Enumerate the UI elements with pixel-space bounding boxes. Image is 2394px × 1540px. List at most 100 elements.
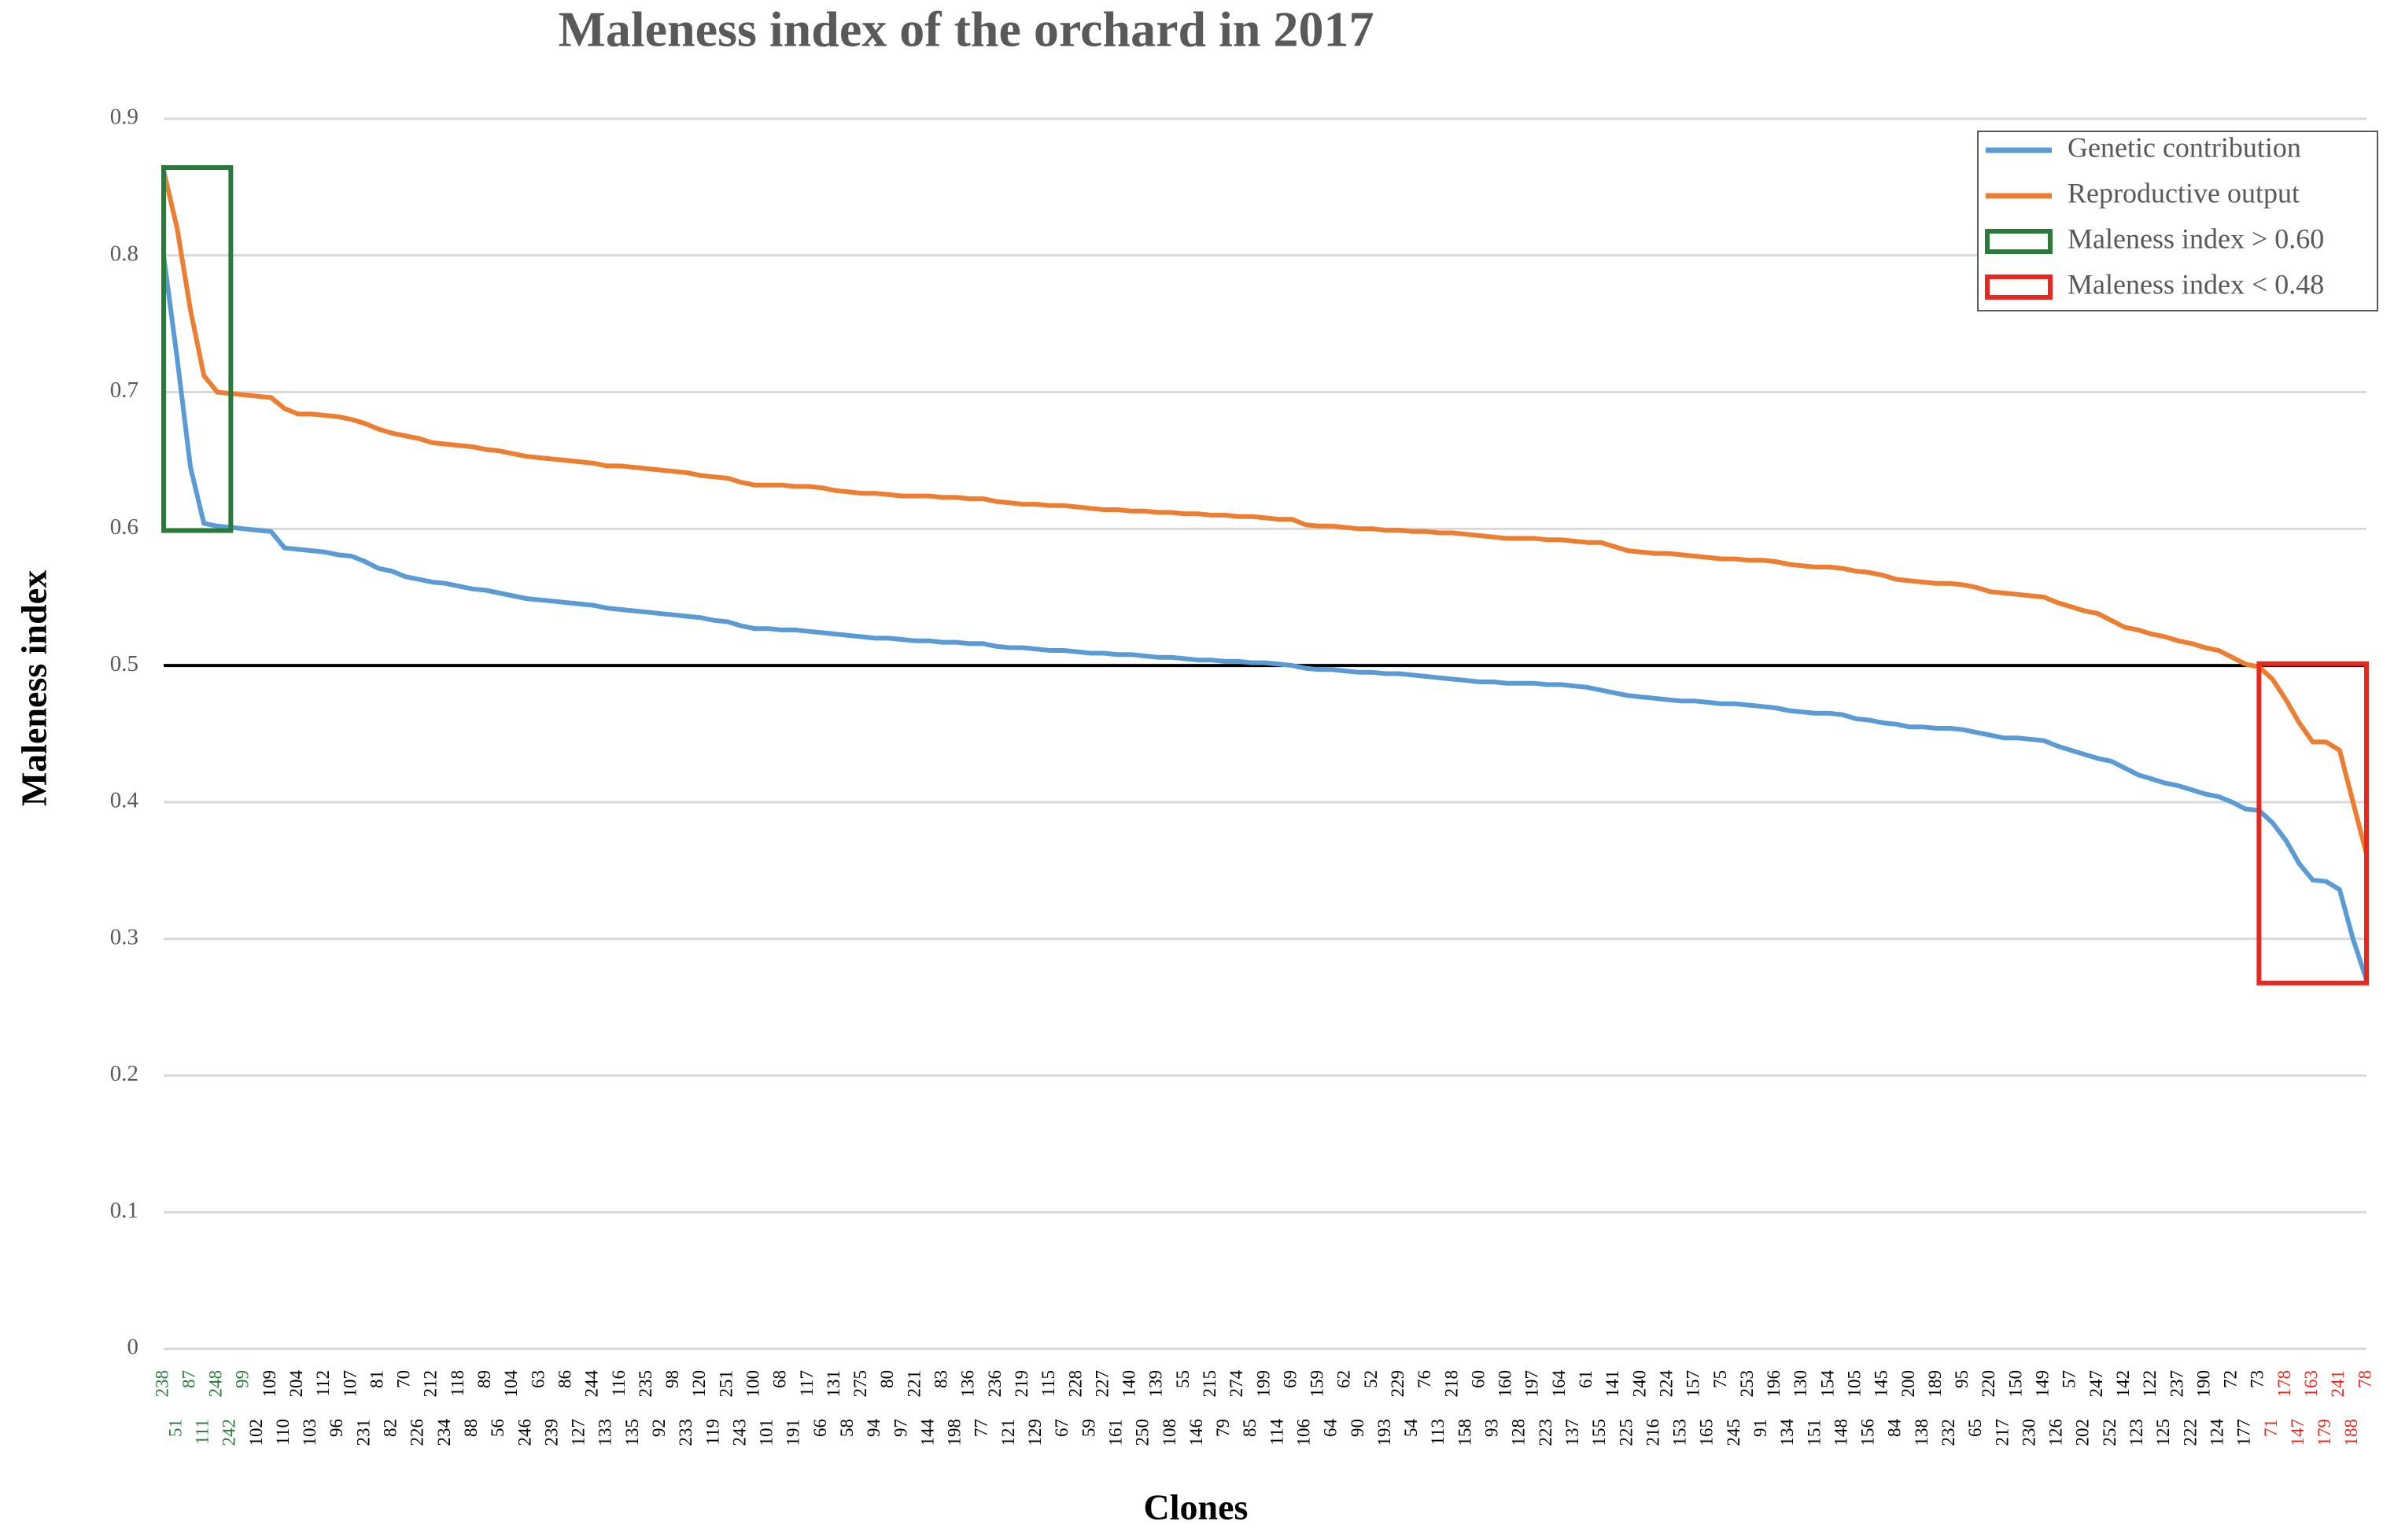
data-line: [161, 170, 2369, 855]
x-tick-label: 92: [649, 1419, 669, 1437]
x-tick-label: 224: [1656, 1370, 1676, 1398]
x-tick-label: 96: [326, 1419, 346, 1437]
x-tick-label: 131: [824, 1370, 843, 1398]
y-tick-label: 0.2: [110, 1061, 138, 1086]
y-tick-label: 0.6: [110, 514, 138, 540]
x-tick-label: 215: [1200, 1370, 1219, 1398]
x-tick-label: 225: [1616, 1419, 1636, 1446]
x-tick-label: 73: [2248, 1370, 2267, 1388]
x-tick-label: 218: [1441, 1370, 1461, 1398]
legend-label: Maleness index < 0.48: [2068, 268, 2324, 300]
x-tick-label: 164: [1549, 1370, 1569, 1398]
x-tick-label: 125: [2153, 1419, 2173, 1446]
y-tick-label: 0.7: [110, 378, 138, 403]
x-tick-label: 60: [1468, 1370, 1488, 1388]
y-tick-label: 0: [127, 1335, 139, 1360]
x-tick-label: 115: [1038, 1370, 1058, 1397]
x-tick-label: 65: [1965, 1419, 1985, 1437]
x-tick-label: 236: [985, 1370, 1005, 1398]
x-tick-label: 100: [743, 1370, 763, 1398]
x-tick-label: 199: [1253, 1370, 1273, 1398]
x-tick-label: 140: [1120, 1370, 1139, 1398]
x-tick-label: 130: [1791, 1370, 1810, 1398]
x-tick-label: 139: [1146, 1370, 1166, 1398]
y-tick-label: 0.8: [110, 241, 138, 266]
x-tick-label: 133: [596, 1419, 615, 1446]
x-tick-label: 226: [408, 1419, 427, 1446]
x-tick-label: 59: [1079, 1419, 1098, 1437]
x-tick-label: 138: [1912, 1419, 1931, 1446]
x-tick-label: 76: [1415, 1370, 1434, 1388]
x-tick-label: 64: [1321, 1419, 1341, 1438]
x-tick-label: 69: [1280, 1370, 1300, 1388]
x-tick-label: 111: [193, 1419, 212, 1445]
x-tick-label: 141: [1603, 1370, 1622, 1398]
x-tick-label: 127: [569, 1419, 588, 1446]
x-tick-label: 142: [2113, 1370, 2133, 1398]
x-tick-label: 81: [367, 1370, 386, 1388]
x-tick-label: 220: [1979, 1370, 1998, 1398]
x-tick-label: 97: [891, 1419, 910, 1437]
x-tick-label: 79: [1213, 1419, 1233, 1437]
x-tick-label: 178: [2274, 1370, 2294, 1398]
x-tick-label: 126: [2046, 1419, 2066, 1446]
x-tick-label: 193: [1374, 1419, 1394, 1446]
x-tick-label: 56: [488, 1419, 507, 1437]
x-tick-label: 128: [1509, 1419, 1529, 1446]
x-tick-label: 103: [300, 1419, 319, 1446]
x-tick-label: 93: [1482, 1419, 1502, 1437]
x-tick-label: 120: [689, 1370, 709, 1398]
x-tick-label: 191: [784, 1419, 803, 1446]
x-tick-label: 137: [1562, 1419, 1582, 1446]
x-tick-label: 105: [1845, 1370, 1865, 1398]
x-tick-label: 177: [2234, 1419, 2254, 1446]
x-tick-label: 88: [461, 1419, 481, 1437]
x-tick-label: 124: [2207, 1419, 2226, 1446]
x-tick-label: 233: [676, 1419, 695, 1446]
x-tick-label: 90: [1348, 1419, 1367, 1437]
x-tick-label: 222: [2180, 1419, 2200, 1446]
legend-swatch: [1985, 229, 2053, 254]
x-tick-label: 80: [877, 1370, 897, 1388]
x-tick-label: 71: [2261, 1419, 2281, 1437]
x-tick-label: 250: [1133, 1419, 1153, 1446]
x-tick-label: 204: [286, 1370, 306, 1398]
x-tick-label: 197: [1522, 1370, 1542, 1398]
x-tick-label: 189: [1925, 1370, 1945, 1398]
x-tick-label: 190: [2193, 1370, 2213, 1398]
x-tick-label: 110: [273, 1419, 293, 1446]
x-tick-label: 62: [1334, 1370, 1354, 1388]
legend-frame: [1977, 131, 2378, 311]
x-tick-label: 129: [1025, 1419, 1045, 1446]
x-tick-label: 61: [1576, 1370, 1595, 1388]
x-tick-label: 77: [972, 1419, 991, 1437]
x-tick-label: 241: [2328, 1370, 2348, 1398]
x-tick-label: 248: [206, 1370, 226, 1398]
x-tick-label: 109: [260, 1370, 279, 1398]
x-tick-label: 242: [219, 1419, 239, 1446]
x-tick-label: 154: [1817, 1370, 1837, 1398]
x-tick-label: 113: [1428, 1419, 1448, 1446]
x-tick-label: 165: [1697, 1419, 1717, 1446]
x-tick-label: 118: [448, 1370, 467, 1397]
x-tick-label: 94: [864, 1419, 883, 1438]
x-tick-label: 114: [1267, 1419, 1286, 1446]
x-tick-label: 239: [541, 1419, 561, 1446]
x-tick-label: 219: [1012, 1370, 1031, 1398]
x-tick-label: 58: [837, 1419, 857, 1437]
x-tick-label: 135: [622, 1419, 642, 1446]
x-tick-label: 252: [2100, 1419, 2119, 1446]
x-tick-label: 136: [958, 1370, 978, 1398]
x-tick-label: 247: [2086, 1370, 2106, 1398]
x-tick-label: 275: [850, 1370, 870, 1398]
x-tick-label: 151: [1804, 1419, 1824, 1446]
x-tick-label: 153: [1670, 1419, 1690, 1446]
x-tick-label: 54: [1401, 1419, 1421, 1438]
x-tick-label: 67: [1052, 1419, 1072, 1437]
x-tick-label: 78: [2355, 1370, 2374, 1388]
y-axis-title: Maleness index: [14, 570, 54, 806]
x-tick-label: 98: [662, 1370, 682, 1388]
x-tick-label: 202: [2073, 1419, 2093, 1446]
legend-label: Maleness index > 0.60: [2068, 223, 2324, 254]
